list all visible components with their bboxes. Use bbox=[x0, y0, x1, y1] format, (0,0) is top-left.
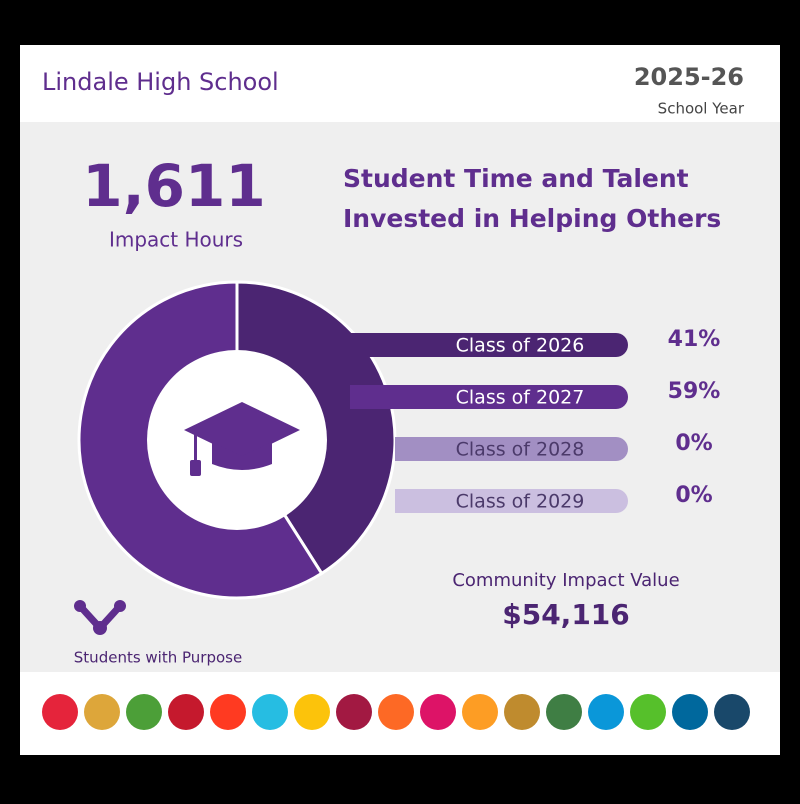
goal-icons bbox=[42, 694, 750, 730]
goal-icon bbox=[294, 694, 330, 730]
impact-hours-label: Impact Hours bbox=[109, 228, 243, 252]
headline: Invested in Helping Others bbox=[343, 204, 721, 233]
goal-icon bbox=[168, 694, 204, 730]
school-year: 2025-26 bbox=[634, 63, 744, 91]
school-name: Lindale High School bbox=[42, 68, 279, 96]
legend-pill bbox=[350, 333, 628, 357]
goal-icon bbox=[630, 694, 666, 730]
legend-label: Class of 2026 bbox=[456, 335, 585, 357]
brand-name: Students with Purpose bbox=[74, 649, 242, 667]
legend-pill bbox=[395, 437, 628, 461]
brand-logo bbox=[74, 600, 126, 635]
goal-icon bbox=[504, 694, 540, 730]
community-value-label: Community Impact Value bbox=[452, 570, 679, 591]
goal-icon bbox=[420, 694, 456, 730]
value-label: 0% bbox=[675, 431, 712, 456]
goal-icon bbox=[336, 694, 372, 730]
goal-icon bbox=[714, 694, 750, 730]
headline: Student Time and Talent bbox=[343, 164, 689, 193]
grad-cap-icon bbox=[184, 402, 300, 476]
goal-icon bbox=[42, 694, 78, 730]
impact-hours: 1,611 bbox=[82, 152, 265, 220]
goal-icon bbox=[84, 694, 120, 730]
value-label: 59% bbox=[668, 379, 721, 404]
legend-label: Class of 2029 bbox=[456, 491, 585, 513]
school-year-label: School Year bbox=[658, 100, 745, 118]
class-legend: Class of 2026 41% Class of 2027 59% Class of… bbox=[350, 327, 720, 513]
goal-icon bbox=[588, 694, 624, 730]
legend-pill bbox=[395, 489, 628, 513]
goal-icon bbox=[126, 694, 162, 730]
goal-icon bbox=[378, 694, 414, 730]
legend-label: Class of 2027 bbox=[456, 387, 585, 409]
goal-icon bbox=[210, 694, 246, 730]
community-value: $54,116 bbox=[502, 598, 630, 631]
goal-icon bbox=[252, 694, 288, 730]
legend-label: Class of 2028 bbox=[456, 439, 585, 461]
goal-icon bbox=[546, 694, 582, 730]
value-label: 41% bbox=[668, 327, 721, 352]
goal-icon bbox=[462, 694, 498, 730]
legend-pill bbox=[350, 385, 628, 409]
goal-icon bbox=[672, 694, 708, 730]
value-label: 0% bbox=[675, 483, 712, 508]
